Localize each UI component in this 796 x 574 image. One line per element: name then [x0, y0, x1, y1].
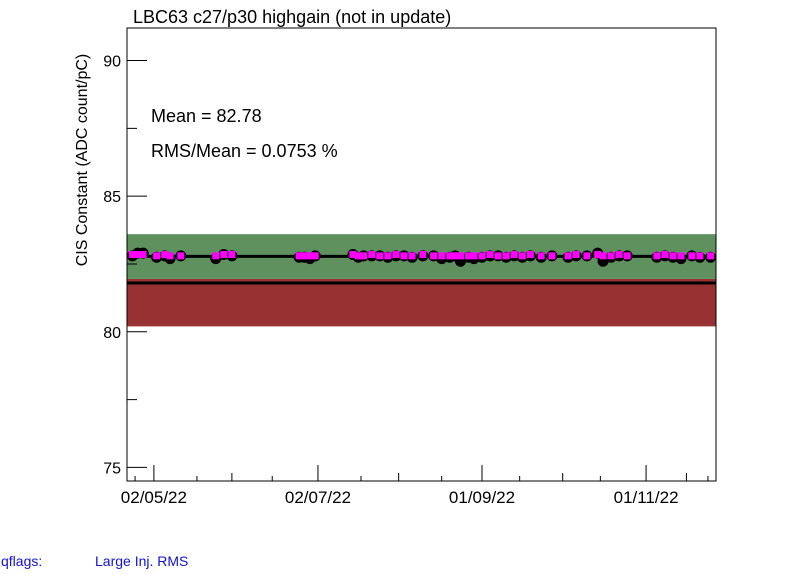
data-point-magenta — [384, 252, 392, 260]
data-point-magenta — [177, 252, 185, 260]
bands-layer — [127, 234, 716, 327]
x-tick-label: 02/05/22 — [121, 488, 187, 507]
data-point-magenta — [153, 252, 161, 260]
data-point-magenta — [166, 252, 174, 260]
ticks-layer: 75 80 85 90 02/05/22 02/07/22 01/09/22 01/11/22 — [103, 54, 709, 507]
plot-border — [126, 27, 717, 482]
annotation-rms: RMS/Mean = 0.0753 % — [151, 141, 338, 161]
y-tick-label: 75 — [103, 460, 121, 477]
data-point-magenta — [128, 251, 136, 258]
data-point-magenta — [688, 252, 696, 260]
data-point-magenta — [623, 252, 631, 260]
x-tick-label: 01/09/22 — [449, 488, 515, 507]
qflags-value: Large Inj. RMS — [95, 553, 189, 569]
data-point-magenta — [707, 252, 715, 260]
data-point-magenta — [301, 252, 309, 260]
data-point-magenta — [653, 252, 661, 260]
data-point-magenta — [526, 251, 534, 258]
data-point-magenta — [349, 251, 357, 258]
data-point-magenta — [478, 252, 486, 260]
data-point-magenta — [311, 252, 319, 260]
data-point-magenta — [518, 252, 526, 260]
points-layer — [126, 247, 717, 267]
data-point-magenta — [594, 251, 602, 258]
data-point-magenta — [548, 252, 556, 260]
data-point-magenta — [161, 251, 169, 258]
annotation-mean: Mean = 82.78 — [151, 106, 262, 126]
data-point-magenta — [212, 252, 220, 260]
data-point-magenta — [502, 252, 510, 260]
data-point-magenta — [354, 252, 362, 260]
y-tick-label: 80 — [103, 325, 121, 342]
data-point-magenta — [494, 252, 502, 260]
y-axis-label: CIS Constant (ADC count/pC) — [74, 54, 91, 267]
data-point-magenta — [408, 252, 416, 260]
data-point-magenta — [220, 251, 228, 258]
data-point-magenta — [368, 251, 376, 258]
data-point-magenta — [456, 252, 464, 260]
data-point-magenta — [419, 251, 427, 258]
plot-frame — [126, 27, 717, 482]
data-point-magenta — [607, 252, 615, 260]
data-point-magenta — [134, 251, 142, 258]
data-point-magenta — [599, 252, 607, 260]
data-point-magenta — [295, 252, 303, 260]
data-point-magenta — [572, 251, 580, 258]
data-point-magenta — [376, 252, 384, 260]
data-point-magenta — [615, 251, 623, 258]
chart-title: LBC63 c27/p30 highgain (not in update) — [133, 7, 451, 27]
data-point-magenta — [510, 251, 518, 258]
data-point-magenta — [564, 252, 572, 260]
data-point-magenta — [446, 252, 454, 260]
data-point-magenta — [438, 252, 446, 260]
red-band — [127, 278, 716, 327]
data-point-magenta — [430, 252, 438, 260]
x-tick-label: 02/07/22 — [285, 488, 351, 507]
data-point-magenta — [696, 252, 704, 260]
data-point-magenta — [677, 252, 685, 260]
data-point-magenta — [537, 252, 545, 260]
data-point-magenta — [306, 252, 314, 260]
data-point-magenta — [400, 252, 408, 260]
data-point-magenta — [228, 251, 236, 258]
data-point-magenta — [392, 251, 400, 258]
y-tick-label: 90 — [103, 54, 121, 71]
data-point-magenta — [360, 252, 368, 260]
qflags-label: qflags: — [1, 553, 43, 569]
data-point-magenta — [661, 251, 669, 258]
data-point-magenta — [486, 251, 494, 258]
y-tick-label: 85 — [103, 189, 121, 206]
x-tick-label: 01/11/22 — [614, 488, 679, 507]
data-point-magenta — [669, 252, 677, 260]
data-point-magenta — [139, 251, 147, 258]
data-point-magenta — [583, 252, 591, 260]
data-point-magenta — [451, 252, 459, 260]
data-point-magenta — [465, 252, 473, 260]
data-point-magenta — [470, 252, 478, 260]
